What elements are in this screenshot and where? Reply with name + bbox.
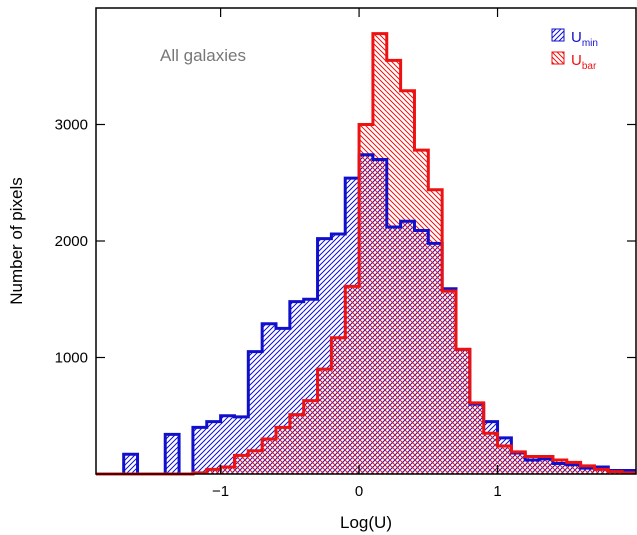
legend-item-ubar: Ubar (551, 51, 597, 72)
legend-label-umin: Umin (571, 29, 598, 49)
ubar-bin (442, 291, 456, 474)
legend-item-umin: Umin (551, 28, 598, 49)
ubar-bin (414, 150, 429, 474)
axis-ticks: −1 0 1 1000 2000 3000 (55, 8, 636, 500)
ubar-bin (566, 462, 581, 474)
ubar-series (192, 33, 636, 475)
ubar-bin (511, 451, 526, 474)
ubar-bin (372, 33, 387, 474)
y-axis-label: Number of pixels (7, 177, 26, 305)
ubar-bin (317, 369, 332, 474)
ubar-bin (248, 450, 263, 474)
legend-umin-main: U (571, 29, 582, 46)
ubar-bin (289, 414, 304, 474)
ubar-bin (262, 439, 276, 474)
legend-label-ubar: Ubar (571, 52, 597, 72)
legend-umin-sub: min (582, 38, 598, 49)
umin-bin (262, 323, 276, 474)
umin-bin (192, 427, 207, 474)
x-tick-label: −1 (212, 483, 229, 500)
ubar-bin (456, 349, 470, 474)
x-tick-label: 1 (493, 483, 501, 500)
ubar-bin (359, 124, 373, 474)
y-tick-label: 2000 (55, 233, 88, 250)
y-tick-label: 3000 (55, 117, 88, 134)
ubar-bin (497, 446, 512, 474)
ubar-bin (594, 469, 609, 474)
ubar-bin (276, 427, 290, 474)
umin-bin (165, 434, 180, 474)
legend-ubar-main: U (571, 52, 582, 69)
ubar-bin (234, 455, 249, 474)
annotation-text: All galaxies (160, 46, 246, 65)
umin-bin (206, 421, 221, 474)
ubar-bin (539, 456, 553, 474)
legend-ubar-sub: bar (582, 61, 597, 72)
ubar-bin (428, 189, 443, 475)
umin-outline (96, 153, 636, 476)
ubar-bin (303, 400, 318, 474)
ubar-bin (580, 465, 595, 474)
ubar-bin (400, 90, 415, 474)
umin-bin (248, 351, 263, 474)
y-tick-label: 1000 (55, 350, 88, 367)
legend: Umin Ubar (551, 28, 598, 72)
umin-bin (123, 454, 138, 474)
legend-swatch-ubar-hatch (551, 51, 565, 65)
ubar-bin (469, 402, 484, 474)
ubar-bin (331, 337, 346, 474)
umin-bin (220, 415, 235, 474)
legend-swatch-umin (551, 28, 565, 42)
ubar-bin (386, 60, 401, 475)
x-axis-label: Log(U) (340, 513, 392, 532)
x-tick-label: 0 (355, 483, 363, 500)
ubar-bin (483, 433, 498, 474)
ubar-bin (345, 286, 360, 474)
ubar-bin (220, 467, 235, 474)
ubar-bin (206, 469, 221, 474)
